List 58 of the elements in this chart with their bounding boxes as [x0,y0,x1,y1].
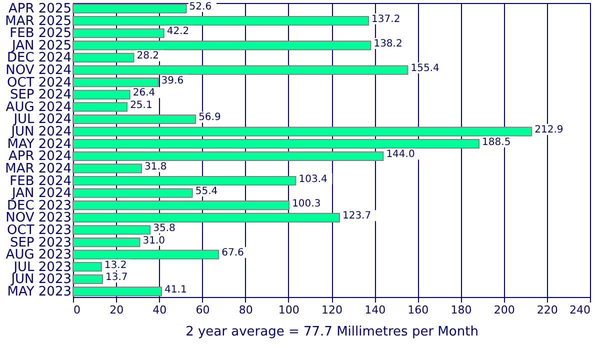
bar [72,16,370,26]
data-label: 31.8 [144,161,167,172]
data-label: 13.2 [104,260,127,271]
x-tick-label: 200 [494,304,515,316]
bar [72,65,408,75]
bar [72,102,128,112]
x-tick-label: 100 [278,304,300,316]
bar [72,262,102,272]
x-axis-title: 2 year average = 77.7 Millimetres per Month [186,324,478,340]
bar [72,200,290,210]
x-tick-label: 120 [322,304,342,316]
x-tick-label: 60 [196,304,210,316]
data-label: 55.4 [195,186,218,198]
data-label: 144.0 [386,149,415,160]
x-tick-label: 20 [110,304,124,316]
data-label: 28.2 [136,50,160,62]
data-label: 31.0 [142,235,166,246]
data-label: 26.4 [132,88,156,99]
y-tick-label: MAR 2024 [5,161,72,176]
data-label: 123.7 [342,210,372,222]
data-label: 212.9 [534,124,564,136]
bar [72,164,142,174]
x-tick-label: 220 [536,304,558,316]
x-tick-label: 240 [570,304,590,316]
bar [72,28,164,38]
data-label: 41.1 [164,284,187,296]
data-label: 52.6 [189,2,212,13]
data-label: 42.2 [166,26,190,38]
data-label: 188.5 [482,136,511,148]
x-tick-label: 40 [152,304,167,316]
bar [72,126,532,136]
x-tick-label: 0 [74,304,80,316]
data-label: 137.2 [372,14,400,25]
data-label: 155.4 [410,63,440,74]
bar [72,274,104,284]
bar [72,225,151,235]
data-label: 35.8 [153,222,176,234]
x-tick-label: 140 [364,304,386,316]
y-tick-label: OCT 2023 [7,222,72,238]
bar [72,176,296,186]
bar [72,188,193,198]
data-label: 100.3 [292,198,321,210]
x-tick-label: 160 [408,304,429,316]
bar [72,212,340,222]
x-tick-label: 80 [238,304,253,316]
bar [72,78,159,88]
data-label: 56.9 [198,112,221,124]
data-label: 25.1 [130,100,152,111]
bar [72,250,220,260]
data-label: 13.7 [106,272,128,284]
x-tick-label: 180 [450,304,472,316]
data-label: 138.2 [374,38,402,50]
bar [72,114,196,124]
data-label: 103.4 [298,174,328,185]
data-label: 67.6 [222,248,244,259]
bar [72,40,372,50]
bar [72,286,162,296]
data-label: 39.6 [161,75,184,86]
